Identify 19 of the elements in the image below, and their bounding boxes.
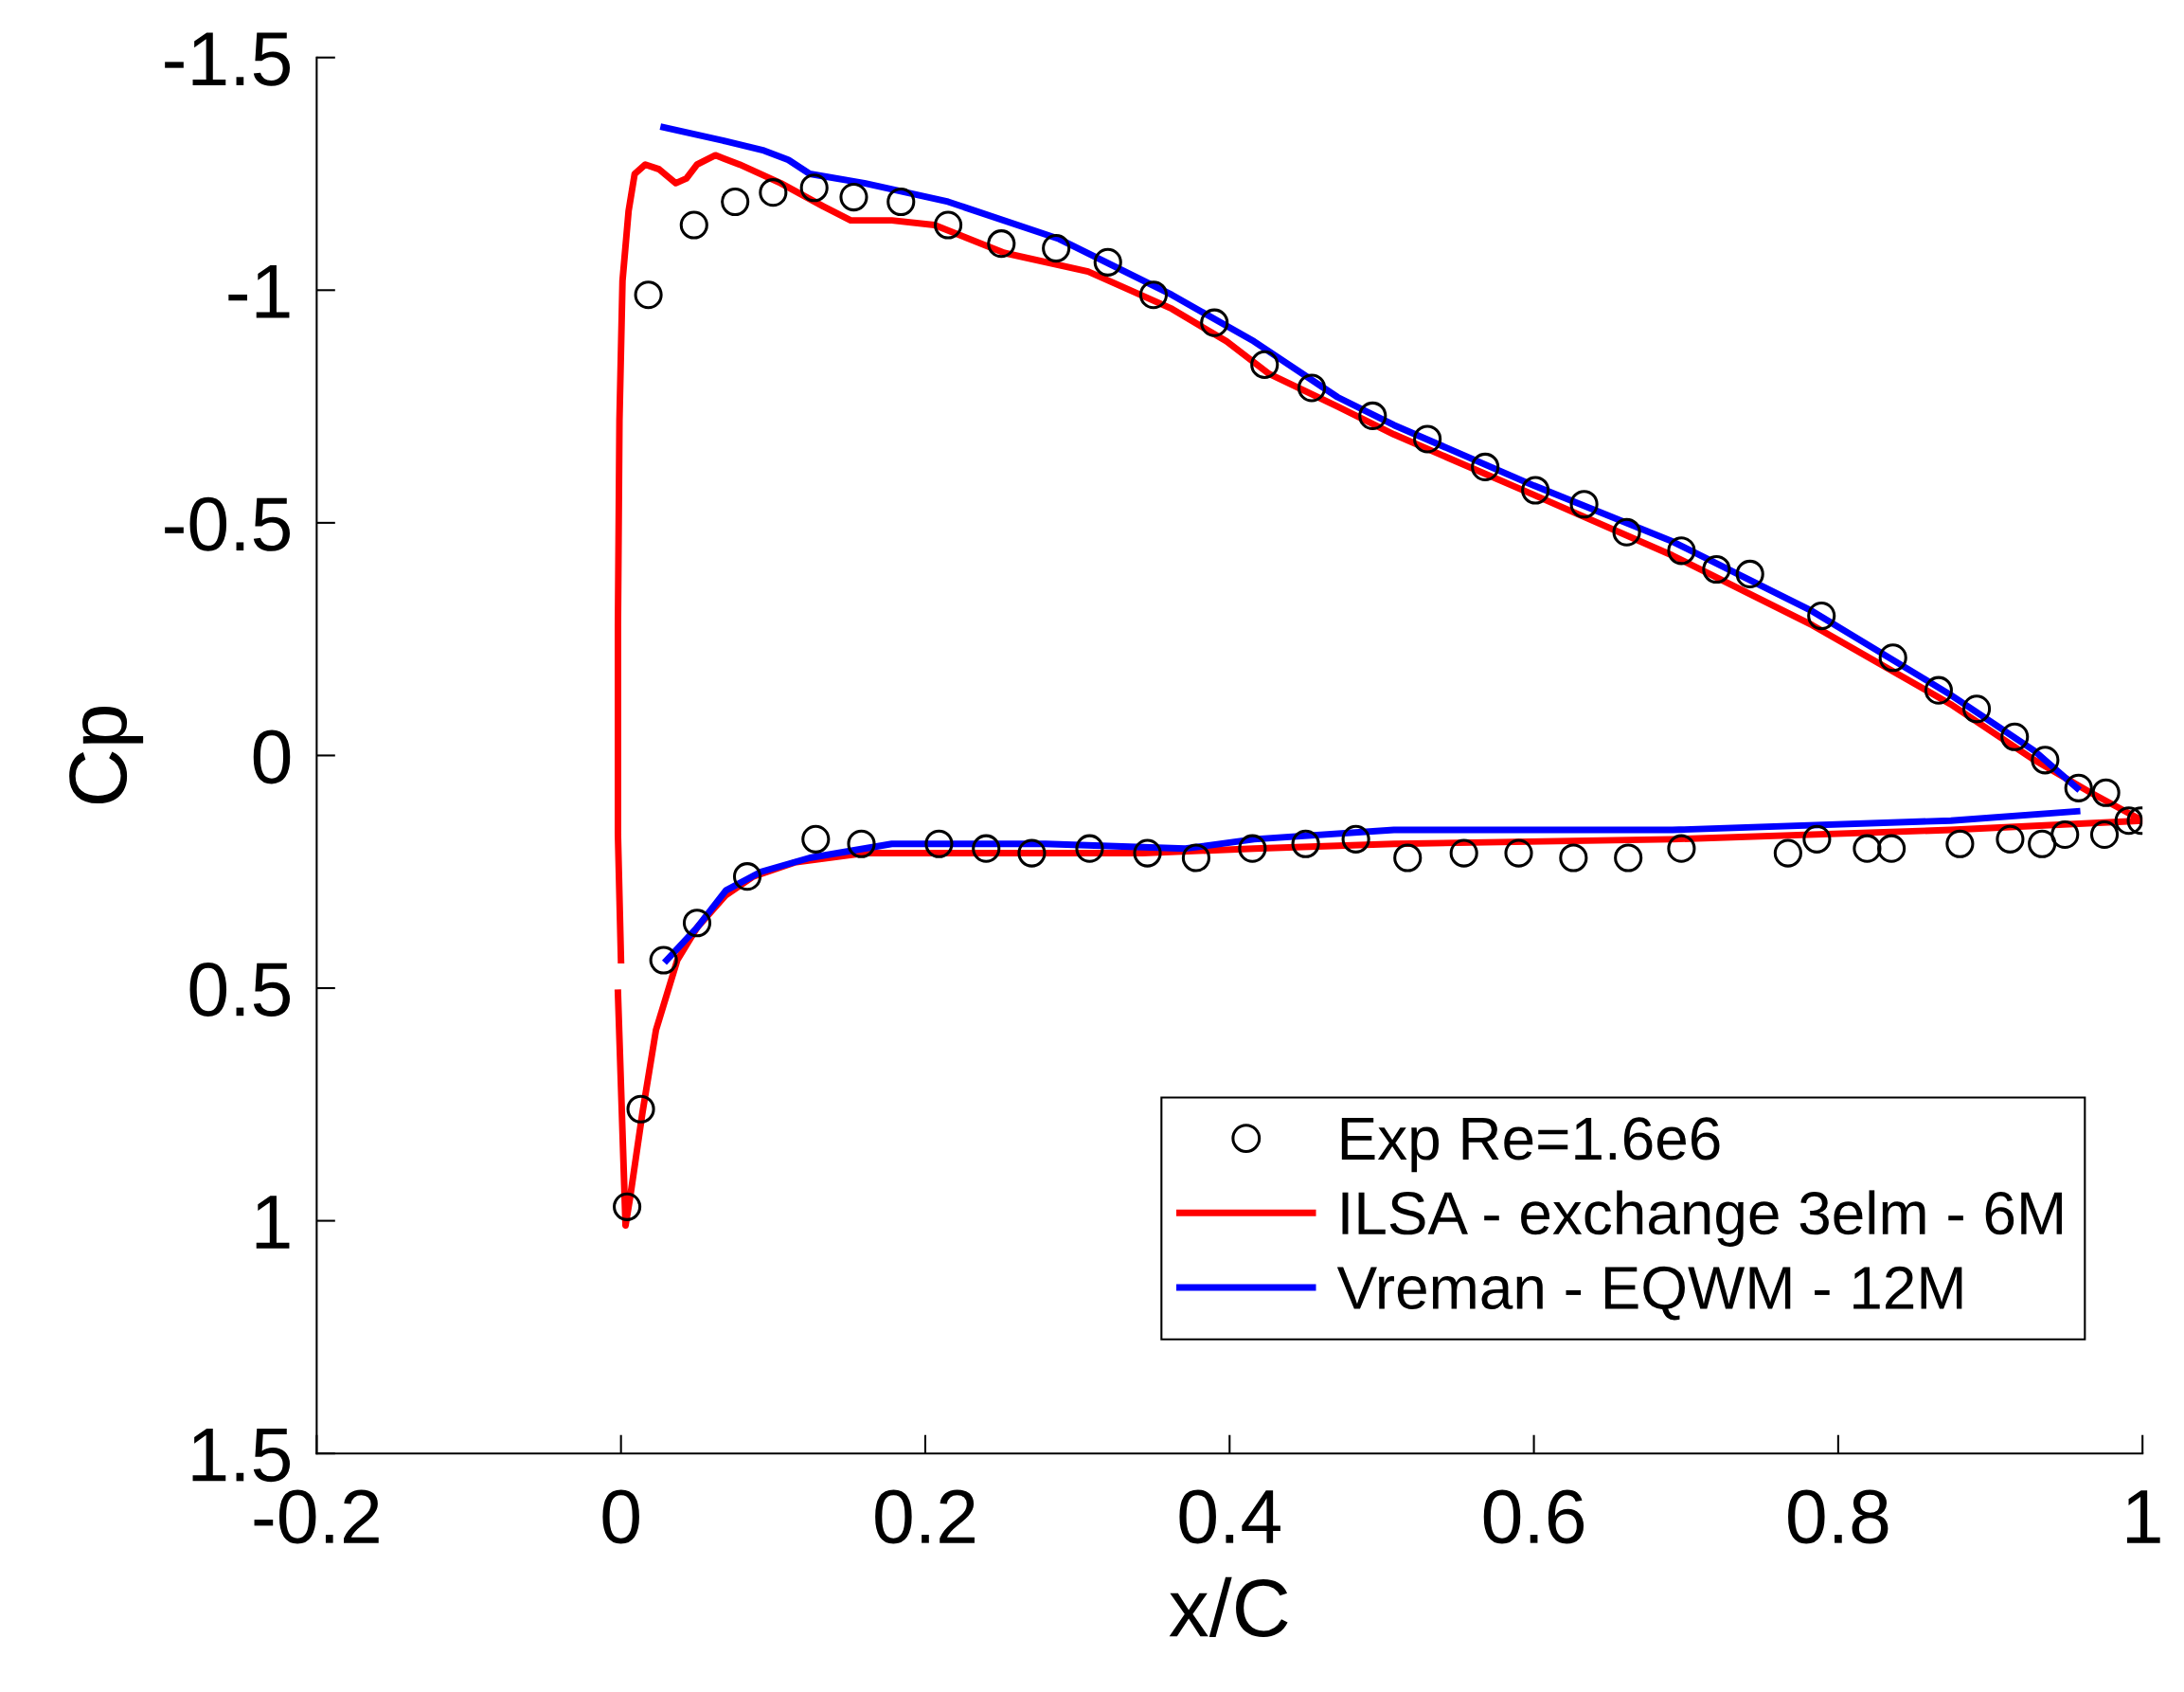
y-tick-label: -0.5 bbox=[165, 496, 291, 551]
y-tick-label: -1 bbox=[228, 265, 290, 318]
x-tick-label: 0.6 bbox=[1483, 1489, 1584, 1544]
x-tick-label: 0 bbox=[602, 1489, 639, 1544]
x-tick-label: 1 bbox=[2126, 1490, 2160, 1543]
y-tick-label: -1.5 bbox=[165, 32, 291, 86]
legend-label: Exp Re=1.6e6 bbox=[1341, 1117, 1720, 1173]
legend-label: Vreman - EQWM - 12M bbox=[1336, 1266, 1962, 1321]
x-tick-label: 0.4 bbox=[1179, 1489, 1280, 1544]
x-tick-label: -0.2 bbox=[254, 1489, 379, 1544]
y-tick-label: 1 bbox=[256, 1196, 290, 1249]
x-axis-title: x/C bbox=[1169, 1576, 1288, 1638]
y-axis-title: Cp bbox=[69, 707, 144, 804]
legend-label: ILSA - exchange 3elm - 6M bbox=[1342, 1190, 2062, 1247]
y-tick-label: 1.5 bbox=[192, 1428, 290, 1483]
y-tick-label: 0.5 bbox=[189, 962, 290, 1017]
x-tick-label: 0.8 bbox=[1788, 1489, 1889, 1544]
x-tick-label: 0.2 bbox=[875, 1489, 975, 1544]
y-tick-label: 0 bbox=[253, 729, 291, 784]
